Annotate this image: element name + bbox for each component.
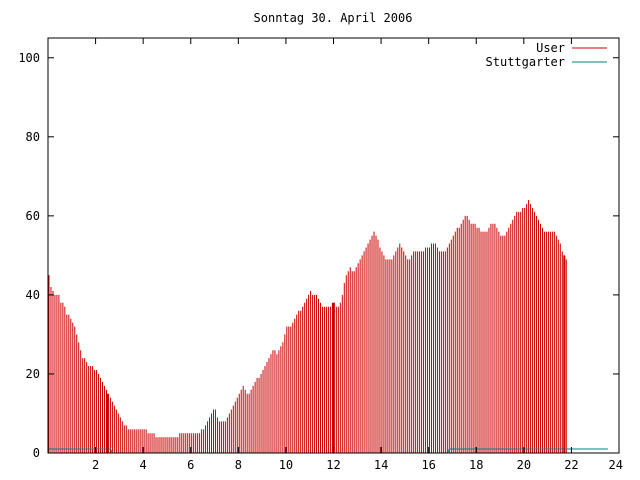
x-tick-label: 2: [92, 458, 99, 472]
x-tick-label: 6: [187, 458, 194, 472]
y-tick-label: 40: [26, 288, 40, 302]
x-tick-label: 20: [517, 458, 531, 472]
x-tick-label: 8: [235, 458, 242, 472]
y-tick-label: 0: [33, 446, 40, 460]
highlight-lines: [106, 255, 566, 453]
x-axis: 2 4 6 8 10 12 14 16 18 20 22 24: [92, 38, 623, 472]
legend-label-user: User: [536, 41, 565, 55]
x-tick-label: 12: [326, 458, 340, 472]
y-tick-label: 100: [18, 51, 40, 65]
x-tick-label: 18: [469, 458, 483, 472]
x-tick-label: 10: [279, 458, 293, 472]
y-tick-label: 80: [26, 130, 40, 144]
legend: User Stuttgarter: [486, 41, 607, 69]
x-tick-label: 14: [374, 458, 388, 472]
y-tick-label: 60: [26, 209, 40, 223]
y-axis: 0 20 40 60 80 100: [18, 51, 619, 460]
chart-title: Sonntag 30. April 2006: [254, 11, 413, 25]
y-tick-label: 20: [26, 367, 40, 381]
x-tick-label: 24: [609, 458, 623, 472]
legend-label-stuttgarter: Stuttgarter: [486, 55, 565, 69]
x-tick-label: 22: [564, 458, 578, 472]
user-bars: [48, 200, 567, 453]
x-tick-label: 4: [140, 458, 147, 472]
x-tick-label: 16: [421, 458, 435, 472]
